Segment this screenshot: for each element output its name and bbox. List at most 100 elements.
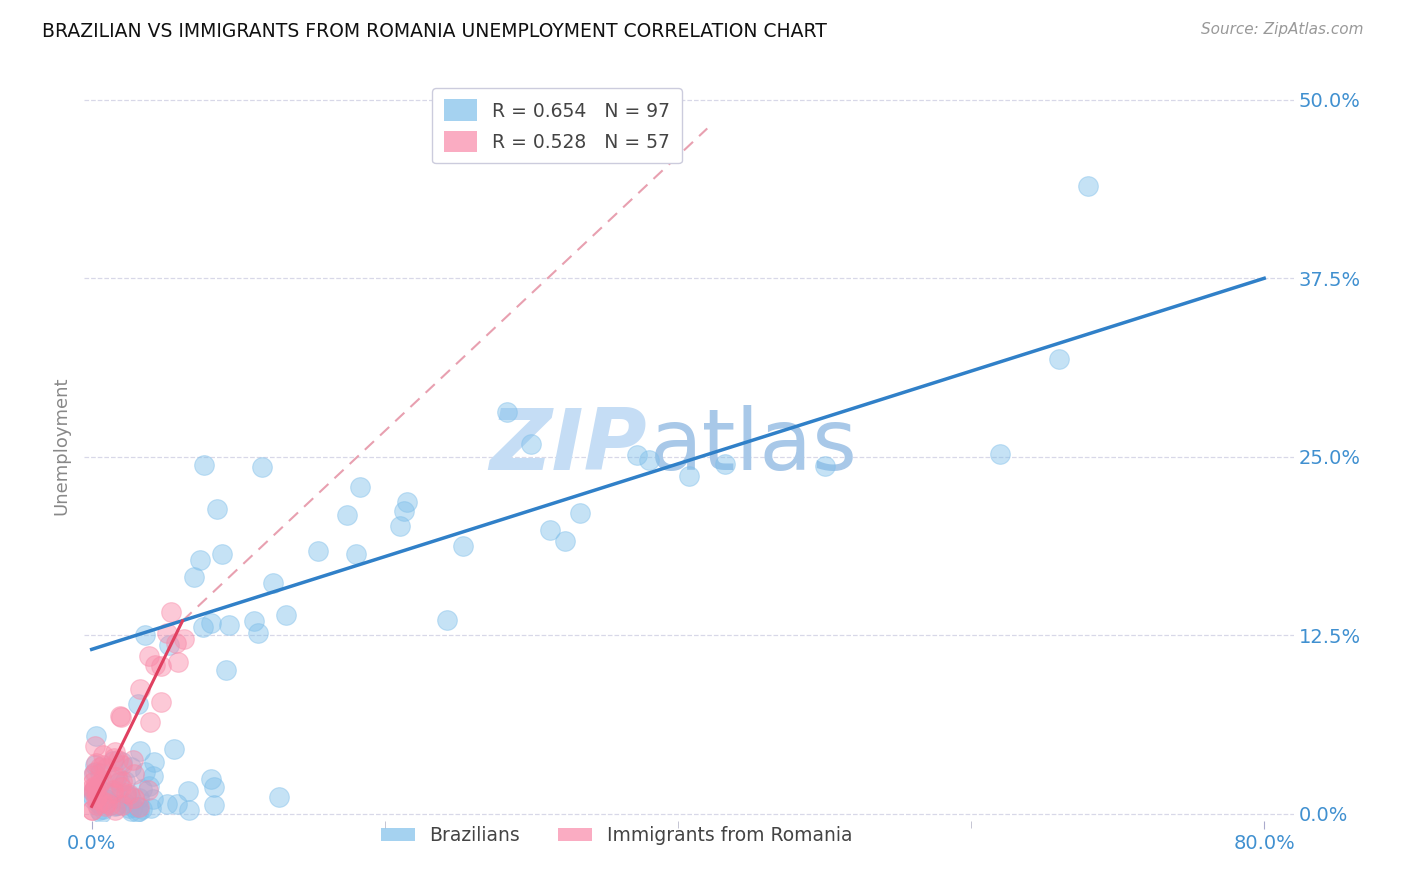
Point xyxy=(150,659,173,673)
Point xyxy=(93,785,115,799)
Point xyxy=(262,575,284,590)
Point xyxy=(163,742,186,756)
Point xyxy=(183,569,205,583)
Point xyxy=(538,524,561,538)
Point xyxy=(118,787,141,801)
Point xyxy=(139,801,162,815)
Point xyxy=(122,753,145,767)
Point xyxy=(105,797,128,812)
Point xyxy=(150,695,173,709)
Point xyxy=(131,802,153,816)
Point xyxy=(166,797,188,812)
Point xyxy=(108,791,131,805)
Point xyxy=(82,774,104,789)
Point xyxy=(159,605,181,619)
Point xyxy=(495,405,517,419)
Point xyxy=(82,791,104,805)
Point xyxy=(395,495,418,509)
Point xyxy=(82,784,104,798)
Point xyxy=(336,508,359,523)
Point xyxy=(128,791,150,805)
Point xyxy=(167,655,190,669)
Point xyxy=(82,768,104,782)
Point xyxy=(105,798,128,813)
Point xyxy=(91,747,114,762)
Point xyxy=(120,759,142,773)
Point xyxy=(215,663,238,677)
Point xyxy=(104,772,127,787)
Point xyxy=(114,786,136,800)
Point xyxy=(243,614,266,628)
Point xyxy=(143,755,166,769)
Point xyxy=(218,617,240,632)
Point xyxy=(177,784,200,798)
Point xyxy=(101,783,124,797)
Point xyxy=(138,779,160,793)
Point xyxy=(307,543,329,558)
Point xyxy=(568,506,591,520)
Point xyxy=(128,744,150,758)
Point xyxy=(103,751,125,765)
Point xyxy=(84,729,107,743)
Point xyxy=(82,780,104,795)
Point xyxy=(91,794,114,808)
Point xyxy=(87,797,110,811)
Point xyxy=(84,792,107,806)
Point xyxy=(82,803,104,817)
Point xyxy=(93,798,115,813)
Point xyxy=(104,799,127,814)
Point xyxy=(98,797,121,812)
Point xyxy=(91,758,114,772)
Point xyxy=(84,779,107,793)
Point xyxy=(165,636,187,650)
Point xyxy=(111,755,134,769)
Point xyxy=(713,457,735,471)
Point xyxy=(269,790,291,805)
Text: atlas: atlas xyxy=(650,404,858,488)
Point xyxy=(200,772,222,786)
Point xyxy=(349,480,371,494)
Point xyxy=(86,798,108,813)
Point xyxy=(626,448,648,462)
Point xyxy=(103,770,125,784)
Point xyxy=(96,797,118,811)
Point xyxy=(131,781,153,796)
Point xyxy=(107,753,129,767)
Point xyxy=(173,632,195,646)
Point xyxy=(110,780,132,795)
Point xyxy=(103,786,125,800)
Point xyxy=(80,789,103,803)
Point xyxy=(84,765,107,780)
Point xyxy=(111,774,134,789)
Point xyxy=(83,780,105,795)
Point xyxy=(83,739,105,754)
Point xyxy=(110,710,132,724)
Point xyxy=(114,796,136,810)
Point xyxy=(990,447,1012,461)
Point xyxy=(554,534,576,549)
Point xyxy=(246,626,269,640)
Point xyxy=(141,792,163,806)
Point xyxy=(87,781,110,796)
Point xyxy=(120,789,142,803)
Text: ZIP: ZIP xyxy=(489,404,647,488)
Text: Source: ZipAtlas.com: Source: ZipAtlas.com xyxy=(1201,22,1364,37)
Point xyxy=(188,553,211,567)
Point xyxy=(392,504,415,518)
Point xyxy=(82,784,104,798)
Point xyxy=(128,800,150,814)
Point xyxy=(114,773,136,788)
Point xyxy=(101,754,124,768)
Point xyxy=(128,682,150,697)
Point xyxy=(136,782,159,797)
Point xyxy=(134,764,156,779)
Legend: Brazilians, Immigrants from Romania: Brazilians, Immigrants from Romania xyxy=(373,819,859,853)
Point xyxy=(156,797,179,812)
Point xyxy=(127,697,149,711)
Point xyxy=(139,714,162,729)
Point xyxy=(86,789,108,803)
Point xyxy=(105,770,128,784)
Point xyxy=(89,797,111,811)
Point xyxy=(94,792,117,806)
Point xyxy=(122,767,145,781)
